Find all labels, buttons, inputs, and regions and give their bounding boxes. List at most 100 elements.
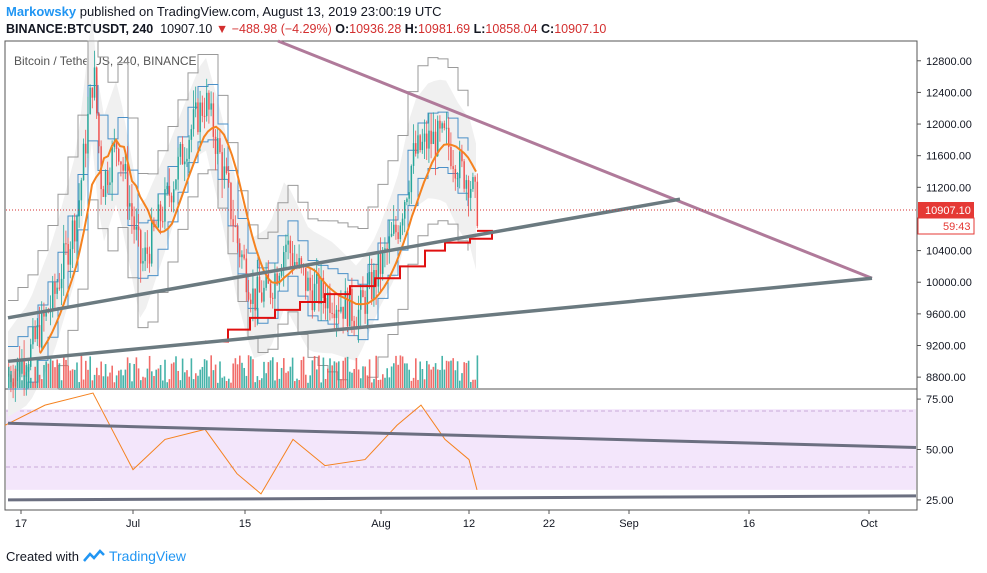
- candle-body: [159, 204, 162, 222]
- volume-bar: [313, 356, 316, 388]
- volume-bar: [164, 359, 166, 388]
- candle-body: [329, 292, 331, 313]
- volume-bar: [203, 359, 206, 388]
- volume-bar: [467, 360, 470, 388]
- candle-body: [181, 144, 184, 165]
- volume-bar: [155, 369, 157, 388]
- candle-body: [56, 287, 58, 294]
- candle-body: [412, 143, 415, 166]
- volume-bar: [223, 376, 226, 388]
- candle-body: [373, 270, 375, 300]
- volume-bar: [96, 367, 98, 388]
- volume-bar: [208, 376, 210, 388]
- volume-bar: [162, 380, 164, 388]
- volume-bar: [309, 375, 311, 388]
- volume-bar: [82, 379, 85, 388]
- candle-body: [85, 143, 87, 154]
- volume-bar: [14, 368, 17, 388]
- candle-body: [309, 277, 311, 291]
- candle-body: [333, 313, 336, 319]
- candle-body: [437, 120, 439, 156]
- candle-body: [65, 243, 67, 245]
- candle-body: [80, 180, 83, 201]
- candle-body: [300, 258, 303, 265]
- volume-bar: [423, 379, 426, 388]
- rsi-lower-trendline: [7, 494, 917, 502]
- volume-bar: [366, 375, 369, 388]
- candle-body: [461, 151, 463, 162]
- volume-bar: [247, 355, 250, 388]
- candle-body: [344, 291, 347, 319]
- volume-bar: [395, 355, 397, 388]
- volume-bar: [30, 377, 32, 388]
- volume-bar: [412, 377, 415, 388]
- candle-body: [393, 224, 395, 234]
- candle-body: [364, 297, 366, 314]
- volume-bar: [113, 382, 116, 388]
- candle-body: [232, 219, 234, 227]
- candle-body: [126, 163, 129, 207]
- volume-bar: [461, 373, 463, 388]
- volume-bar: [327, 368, 329, 388]
- candle-body: [305, 267, 307, 291]
- candle-body: [322, 277, 325, 299]
- candle-body: [71, 220, 74, 250]
- volume-bar: [294, 381, 296, 388]
- candle-body: [190, 129, 193, 140]
- volume-bar: [47, 363, 50, 388]
- candle-body: [395, 224, 397, 233]
- candle-body: [349, 288, 351, 327]
- candle-body: [454, 168, 457, 179]
- volume-bar: [450, 360, 452, 388]
- candle-body: [177, 156, 179, 180]
- volume-bar: [107, 376, 109, 388]
- volume-bar: [100, 361, 102, 388]
- volume-bar: [437, 369, 439, 388]
- candle-body: [342, 306, 344, 319]
- candle-body: [379, 253, 382, 274]
- candle-body: [406, 198, 408, 203]
- volume-bar: [85, 360, 87, 388]
- change-value: −488.98 (−4.29%): [231, 22, 332, 36]
- volume-bar: [159, 364, 162, 388]
- volume-bar: [344, 357, 347, 388]
- candle-body: [120, 161, 122, 165]
- volume-bar: [243, 367, 245, 388]
- volume-bar: [276, 362, 278, 388]
- volume-bar: [404, 363, 406, 388]
- candle-body: [269, 283, 272, 298]
- candle-body: [21, 358, 23, 374]
- volume-bar: [93, 374, 96, 388]
- candle-body: [278, 275, 281, 285]
- volume-bar: [415, 358, 417, 388]
- candle-body: [470, 188, 472, 198]
- symbol-label: BINANCE:BTCUSDT, 240: [6, 22, 154, 36]
- candle-body: [241, 254, 243, 258]
- volume-bar: [254, 382, 256, 388]
- candle-body: [296, 262, 298, 265]
- candle-body: [335, 309, 338, 319]
- volume-bar: [465, 362, 468, 388]
- volume-bar: [173, 362, 175, 388]
- candle-body: [272, 297, 274, 299]
- volume-bar: [452, 358, 454, 388]
- candle-body: [287, 240, 289, 245]
- high-value: 10981.69: [417, 22, 471, 36]
- candle-body: [397, 232, 399, 239]
- volume-bar: [206, 360, 208, 388]
- volume-bar: [357, 369, 360, 388]
- volume-bar: [401, 356, 404, 388]
- trendlines-group: [7, 39, 917, 502]
- candle-body: [423, 133, 426, 142]
- time-tick-label: Jul: [126, 518, 140, 530]
- author-link[interactable]: Markowsky: [6, 4, 77, 19]
- candle-body: [102, 189, 105, 197]
- price-tick-label: 9600.00: [926, 309, 966, 321]
- candle-body: [206, 92, 208, 117]
- volume-bar: [170, 363, 173, 388]
- tradingview-brand-link[interactable]: TradingView: [108, 548, 187, 564]
- volume-bar: [417, 379, 419, 388]
- volume-bar: [225, 381, 228, 388]
- candle-body: [131, 203, 133, 217]
